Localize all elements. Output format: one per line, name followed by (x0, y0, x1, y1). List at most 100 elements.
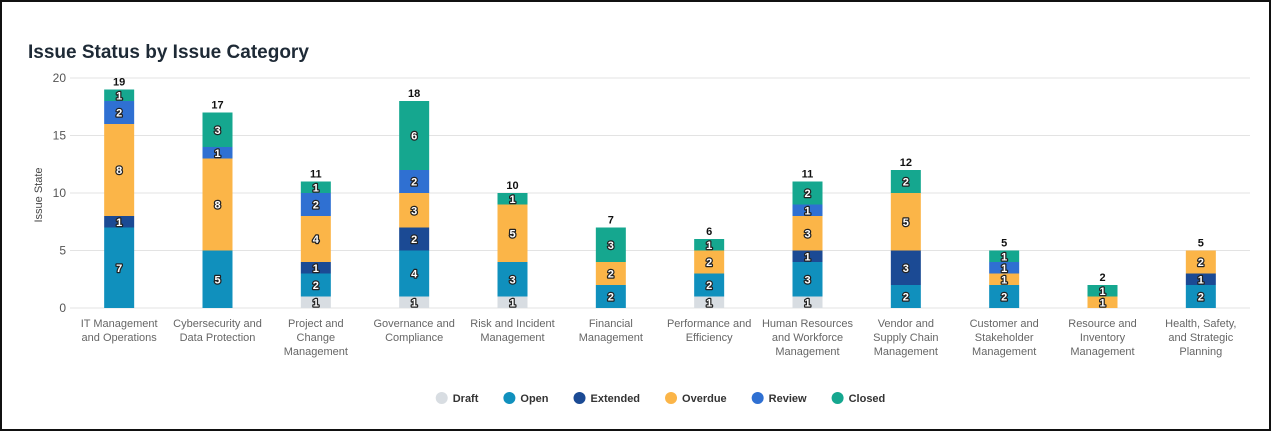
bar-segment (1185, 285, 1216, 308)
x-tick-label: Health, Safety, and Strategic Planning (1165, 318, 1237, 358)
legend-marker (831, 392, 844, 404)
bar-segment (890, 170, 921, 193)
bar-segment (694, 239, 725, 251)
bar-segment (595, 227, 626, 262)
total-label: 2 (1099, 272, 1105, 284)
bar-segment (792, 204, 823, 216)
segment-label: 1 (411, 297, 417, 309)
segment-label: 1 (509, 194, 515, 206)
segment-label: 5 (903, 217, 909, 229)
segment-label: 1 (116, 90, 122, 102)
segment-label: 2 (313, 280, 319, 292)
bar-segment (399, 296, 430, 308)
segment-label: 4 (411, 269, 418, 281)
segment-label: 8 (116, 165, 122, 177)
x-tick-label: Risk and Incident Management (470, 318, 555, 344)
segment-label: 1 (313, 263, 319, 275)
bar-segment (1087, 296, 1118, 308)
segment-label: 1 (1001, 274, 1007, 286)
bar-segment (792, 262, 823, 297)
segment-label: 1 (706, 240, 712, 252)
x-tick-label: IT Management and Operations (80, 318, 158, 344)
bar-segment (399, 227, 430, 251)
segment-label: 1 (804, 205, 810, 217)
total-label: 6 (706, 226, 712, 238)
bar-segment (300, 216, 331, 262)
legend-label: Overdue (682, 393, 727, 405)
total-label: 11 (310, 169, 322, 181)
x-tick-label: Resource and Inventory Management (1068, 318, 1137, 358)
segment-label: 2 (1001, 292, 1007, 304)
segment-label: 3 (804, 228, 810, 240)
total-label: 17 (211, 100, 223, 112)
x-tick-label: Governance and Compliance (373, 318, 455, 344)
segment-label: 8 (214, 200, 220, 212)
bar-segment (104, 101, 135, 124)
y-tick-label: 20 (53, 71, 67, 85)
segment-label: 2 (411, 177, 417, 189)
segment-label: 1 (1001, 263, 1007, 275)
segment-label: 2 (804, 188, 810, 200)
total-label: 18 (408, 88, 420, 100)
bar-segment (1185, 250, 1216, 274)
bar-segment (202, 147, 233, 159)
legend-marker (665, 392, 678, 404)
total-label: 5 (1198, 238, 1204, 250)
legend-label: Extended (591, 393, 641, 405)
bar-segment (792, 250, 823, 262)
segment-label: 1 (804, 251, 810, 263)
bar-segment (989, 273, 1020, 285)
segment-label: 1 (313, 182, 319, 194)
legend-marker (503, 392, 516, 404)
bar-segment (792, 216, 823, 251)
bar-segment (104, 89, 135, 101)
x-tick-label: Vendor and Supply Chain Management (873, 318, 939, 358)
bar-segment (300, 273, 331, 297)
legend-label: Closed (849, 393, 886, 405)
segment-label: 5 (509, 228, 515, 240)
chart-title: Issue Status by Issue Category (28, 42, 309, 63)
x-tick-label: Performance and Efficiency (666, 318, 752, 344)
total-label: 5 (1001, 238, 1007, 250)
segment-label: 3 (411, 205, 417, 217)
bar-segment (497, 262, 528, 297)
x-tick-label: Customer and Stakeholder Management (969, 318, 1039, 358)
segment-label: 1 (1001, 251, 1007, 263)
segment-label: 2 (313, 200, 319, 212)
bar-segment (497, 193, 528, 205)
bar-segment (104, 216, 135, 228)
bar-segment (595, 262, 626, 285)
y-tick-label: 15 (53, 129, 67, 143)
y-tick-label: 0 (59, 301, 66, 315)
x-tick-label: Project and Change Management (283, 318, 348, 358)
total-label: 19 (113, 77, 125, 89)
bar-segment (399, 193, 430, 228)
segment-label: 5 (214, 274, 220, 286)
segment-label: 3 (608, 240, 614, 252)
segment-label: 1 (509, 297, 515, 309)
bar-segment (890, 250, 921, 285)
total-label: 7 (608, 215, 614, 227)
bar-segment (792, 296, 823, 308)
segment-label: 1 (1099, 297, 1105, 309)
bar-segment (694, 273, 725, 297)
segment-label: 1 (313, 297, 319, 309)
bar-segment (1185, 273, 1216, 285)
legend-marker (751, 392, 764, 404)
segment-label: 3 (804, 274, 810, 286)
bar-segment (694, 296, 725, 308)
segment-label: 4 (313, 234, 320, 246)
legend-label: Open (520, 393, 548, 405)
bar-segment (399, 170, 430, 193)
segment-label: 2 (903, 292, 909, 304)
y-axis-label: Issue State (33, 167, 45, 222)
segment-label: 1 (1099, 286, 1105, 298)
legend-label: Review (769, 393, 807, 405)
segment-label: 1 (214, 148, 220, 160)
segment-label: 3 (214, 125, 220, 137)
segment-label: 6 (411, 131, 417, 143)
segment-label: 1 (1198, 274, 1204, 286)
segment-label: 7 (116, 263, 122, 275)
